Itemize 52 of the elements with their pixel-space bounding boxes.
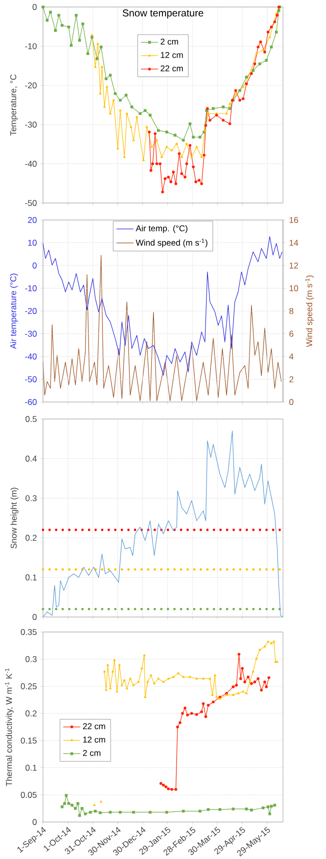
legend-label: 2 cm <box>83 750 100 756</box>
y-tick-label: 0.1 <box>26 764 37 771</box>
y-tick-label: 0 <box>32 262 37 268</box>
y-tick-label: -50 <box>25 376 37 382</box>
legend-label: 22 cm <box>83 723 106 730</box>
y2-tick-label: 10 <box>290 285 298 292</box>
y-tick-label: 0 <box>32 614 37 620</box>
y2-axis-title: Wind speed (m s$^{-1}$) <box>305 275 314 348</box>
chart-title: Snow temperature <box>122 9 204 18</box>
y-tick-label: 0.2 <box>26 534 37 541</box>
y-tick-label: 0.4 <box>26 456 37 462</box>
y-tick-label: -10 <box>25 285 37 292</box>
y2-tick-label: 14 <box>290 240 298 246</box>
y-tick-label: 0.35 <box>20 629 37 635</box>
legend-label: Air temp. (°C) <box>136 225 188 233</box>
y2-tick-label: 6 <box>289 330 294 337</box>
y-axis-title: Air temperature (°C) <box>10 274 18 349</box>
y-tick-label: 0.2 <box>26 710 37 716</box>
y-axis-title: Snow height (m) <box>10 488 18 548</box>
y-tick-label: -40 <box>25 160 37 167</box>
y2-tick-label: 0 <box>289 399 294 405</box>
y-tick-label: -60 <box>25 399 37 405</box>
y-tick-label: -20 <box>25 308 37 314</box>
y-tick-label: 0.15 <box>20 738 37 744</box>
legend-label: Wind speed (m s$^{-1}$) <box>136 238 208 248</box>
legend-label: 2 cm <box>160 38 178 45</box>
y-tick-label: 0.3 <box>26 495 37 502</box>
y2-tick-label: 4 <box>289 354 294 360</box>
y-tick-label: 0 <box>32 4 37 10</box>
y2-tick-label: 16 <box>290 217 298 223</box>
y-tick-label: 0.1 <box>26 574 37 580</box>
y-tick-label: -50 <box>25 200 37 206</box>
y-tick-label: 10 <box>28 240 37 246</box>
y2-tick-label: 12 <box>290 262 298 268</box>
y-tick-label: -30 <box>25 330 37 337</box>
y2-tick-label: 8 <box>289 308 294 314</box>
y2-tick-label: 2 <box>289 376 294 382</box>
y-tick-label: 0.3 <box>26 656 37 662</box>
legend-label: 22 cm <box>160 65 183 72</box>
y-tick-label: 0 <box>32 819 37 825</box>
y-tick-label: 0.05 <box>20 792 37 798</box>
legend-label: 12 cm <box>160 52 183 58</box>
y-tick-label: -10 <box>25 43 37 50</box>
y-tick-label: 20 <box>28 217 37 223</box>
y-tick-label: 0.5 <box>26 416 37 422</box>
y-axis-title: Thermal conductivity, W m$^{-1}$ K$^{-1}$ <box>5 668 14 786</box>
y-axis-title: Temperature, °C <box>10 74 18 136</box>
y-tick-label: -40 <box>25 354 37 360</box>
y-tick-label: -20 <box>25 82 37 88</box>
y-tick-label: -30 <box>25 122 37 128</box>
legend-label: 12 cm <box>83 736 106 743</box>
y-tick-label: 0.25 <box>20 683 37 690</box>
